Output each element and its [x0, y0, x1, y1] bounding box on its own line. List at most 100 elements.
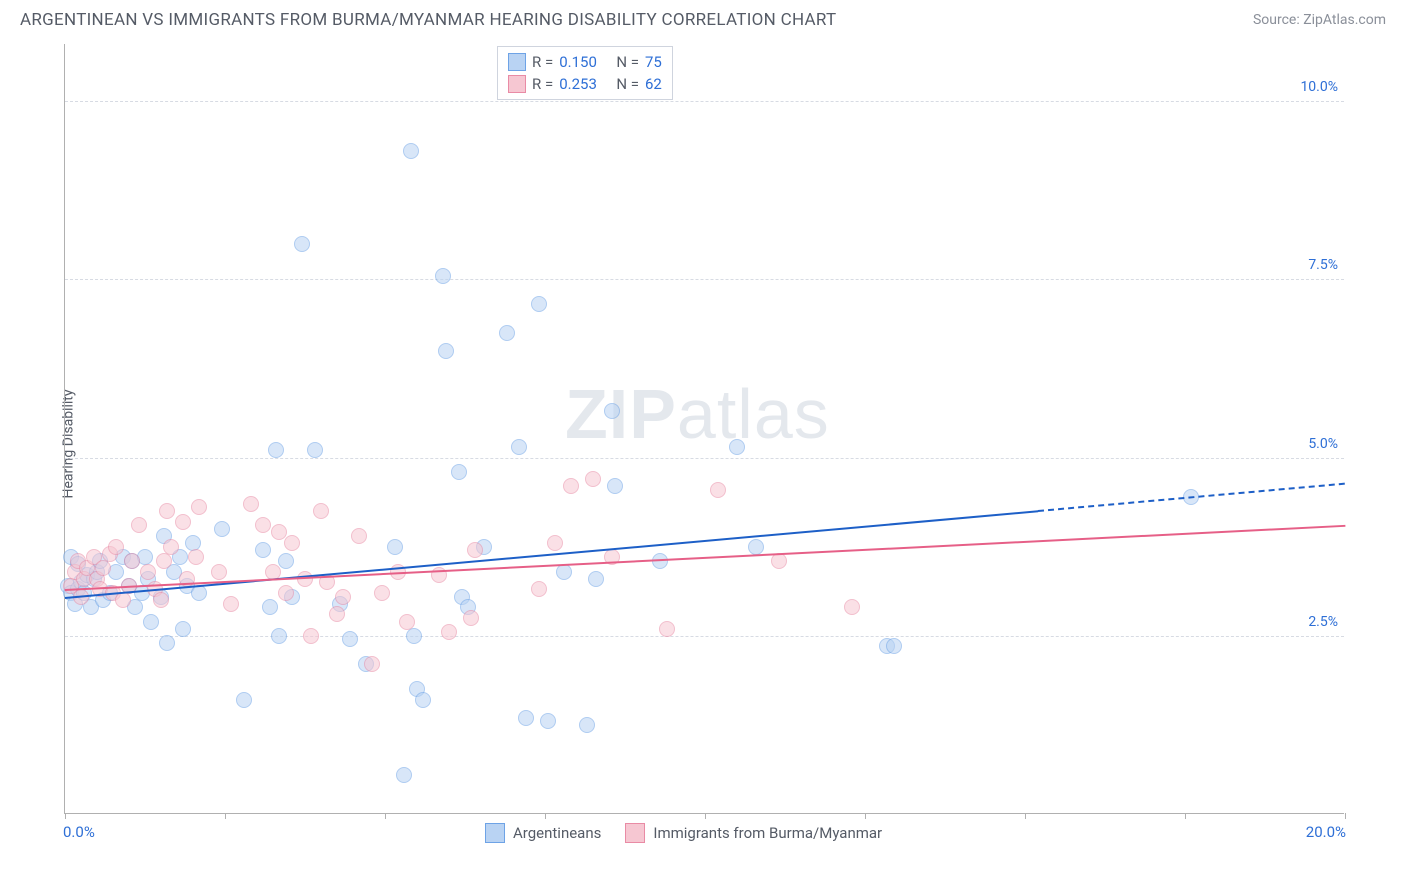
scatter-point-a	[588, 571, 604, 587]
x-tick	[1025, 813, 1026, 819]
scatter-point-a	[415, 692, 431, 708]
scatter-point-a	[748, 539, 764, 555]
scatter-point-b	[191, 499, 207, 515]
scatter-point-a	[435, 268, 451, 284]
scatter-point-a	[268, 442, 284, 458]
scatter-point-a	[307, 442, 323, 458]
r-value: 0.253	[559, 73, 597, 95]
x-tick	[865, 813, 866, 819]
r-label: R =	[532, 51, 553, 73]
plot-area: ZIPatlas 2.5%5.0%7.5%10.0%0.0%20.0% R = …	[64, 44, 1344, 814]
scatter-point-a	[607, 478, 623, 494]
trend-line-dashed	[1038, 482, 1345, 511]
scatter-point-a	[518, 710, 534, 726]
x-tick	[65, 813, 66, 819]
n-value: 75	[645, 51, 662, 73]
scatter-point-a	[511, 439, 527, 455]
r-value: 0.150	[559, 51, 597, 73]
scatter-point-b	[563, 478, 579, 494]
scatter-point-b	[399, 614, 415, 630]
scatter-point-a	[604, 403, 620, 419]
scatter-point-a	[342, 631, 358, 647]
scatter-point-b	[659, 621, 675, 637]
scatter-point-b	[278, 585, 294, 601]
trend-line	[65, 510, 1038, 599]
scatter-point-a	[540, 713, 556, 729]
scatter-point-a	[886, 638, 902, 654]
scatter-point-b	[441, 624, 457, 640]
scatter-point-a	[531, 296, 547, 312]
scatter-point-b	[585, 471, 601, 487]
scatter-point-a	[406, 628, 422, 644]
y-tick-label: 10.0%	[1300, 79, 1338, 95]
legend-label: Argentineans	[513, 824, 601, 842]
scatter-point-b	[284, 535, 300, 551]
scatter-point-b	[156, 553, 172, 569]
y-tick-label: 7.5%	[1308, 257, 1338, 273]
x-tick	[1185, 813, 1186, 819]
scatter-point-b	[364, 656, 380, 672]
scatter-point-b	[115, 592, 131, 608]
scatter-point-b	[531, 581, 547, 597]
scatter-point-b	[159, 503, 175, 519]
scatter-point-b	[163, 539, 179, 555]
scatter-point-a	[175, 621, 191, 637]
scatter-point-b	[463, 610, 479, 626]
scatter-point-b	[124, 553, 140, 569]
n-label: N =	[616, 73, 639, 95]
scatter-point-a	[262, 599, 278, 615]
scatter-point-a	[143, 614, 159, 630]
chart-container: Hearing Disability ZIPatlas 2.5%5.0%7.5%…	[20, 34, 1386, 854]
x-tick	[1345, 813, 1346, 819]
scatter-point-b	[131, 517, 147, 533]
legend-stats: R = 0.150 N = 75 R = 0.253 N = 62	[497, 46, 673, 100]
scatter-point-b	[153, 592, 169, 608]
scatter-point-b	[255, 517, 271, 533]
scatter-point-a	[729, 439, 745, 455]
gridline	[65, 636, 1344, 637]
scatter-point-a	[214, 521, 230, 537]
x-label-max: 20.0%	[1306, 823, 1346, 841]
x-tick	[225, 813, 226, 819]
legend-swatch	[508, 53, 526, 71]
r-label: R =	[532, 73, 553, 95]
scatter-point-a	[499, 325, 515, 341]
scatter-point-a	[451, 464, 467, 480]
scatter-point-a	[255, 542, 271, 558]
x-tick	[705, 813, 706, 819]
scatter-point-b	[243, 496, 259, 512]
scatter-point-b	[188, 549, 204, 565]
scatter-point-b	[329, 606, 345, 622]
scatter-point-b	[335, 589, 351, 605]
scatter-point-b	[108, 539, 124, 555]
scatter-point-b	[710, 482, 726, 498]
legend-label: Immigrants from Burma/Myanmar	[653, 824, 882, 842]
scatter-point-b	[351, 528, 367, 544]
chart-title: ARGENTINEAN VS IMMIGRANTS FROM BURMA/MYA…	[20, 10, 836, 30]
scatter-point-b	[140, 564, 156, 580]
gridline	[65, 101, 1344, 102]
gridline	[65, 279, 1344, 280]
y-tick-label: 2.5%	[1308, 614, 1338, 630]
x-tick	[385, 813, 386, 819]
legend-swatch	[508, 75, 526, 93]
legend-swatch	[485, 823, 505, 843]
source-label: Source: ZipAtlas.com	[1253, 12, 1386, 28]
n-value: 62	[645, 73, 662, 95]
scatter-point-b	[95, 560, 111, 576]
scatter-point-b	[844, 599, 860, 615]
legend-series: Argentineans Immigrants from Burma/Myanma…	[485, 823, 882, 843]
scatter-point-b	[547, 535, 563, 551]
scatter-point-a	[236, 692, 252, 708]
scatter-point-a	[438, 343, 454, 359]
y-tick-label: 5.0%	[1308, 436, 1338, 452]
scatter-point-a	[294, 236, 310, 252]
scatter-point-a	[271, 628, 287, 644]
n-label: N =	[616, 51, 639, 73]
scatter-point-a	[278, 553, 294, 569]
scatter-point-a	[159, 635, 175, 651]
scatter-point-a	[396, 767, 412, 783]
scatter-point-b	[223, 596, 239, 612]
gridline	[65, 458, 1344, 459]
x-label-min: 0.0%	[63, 823, 95, 841]
